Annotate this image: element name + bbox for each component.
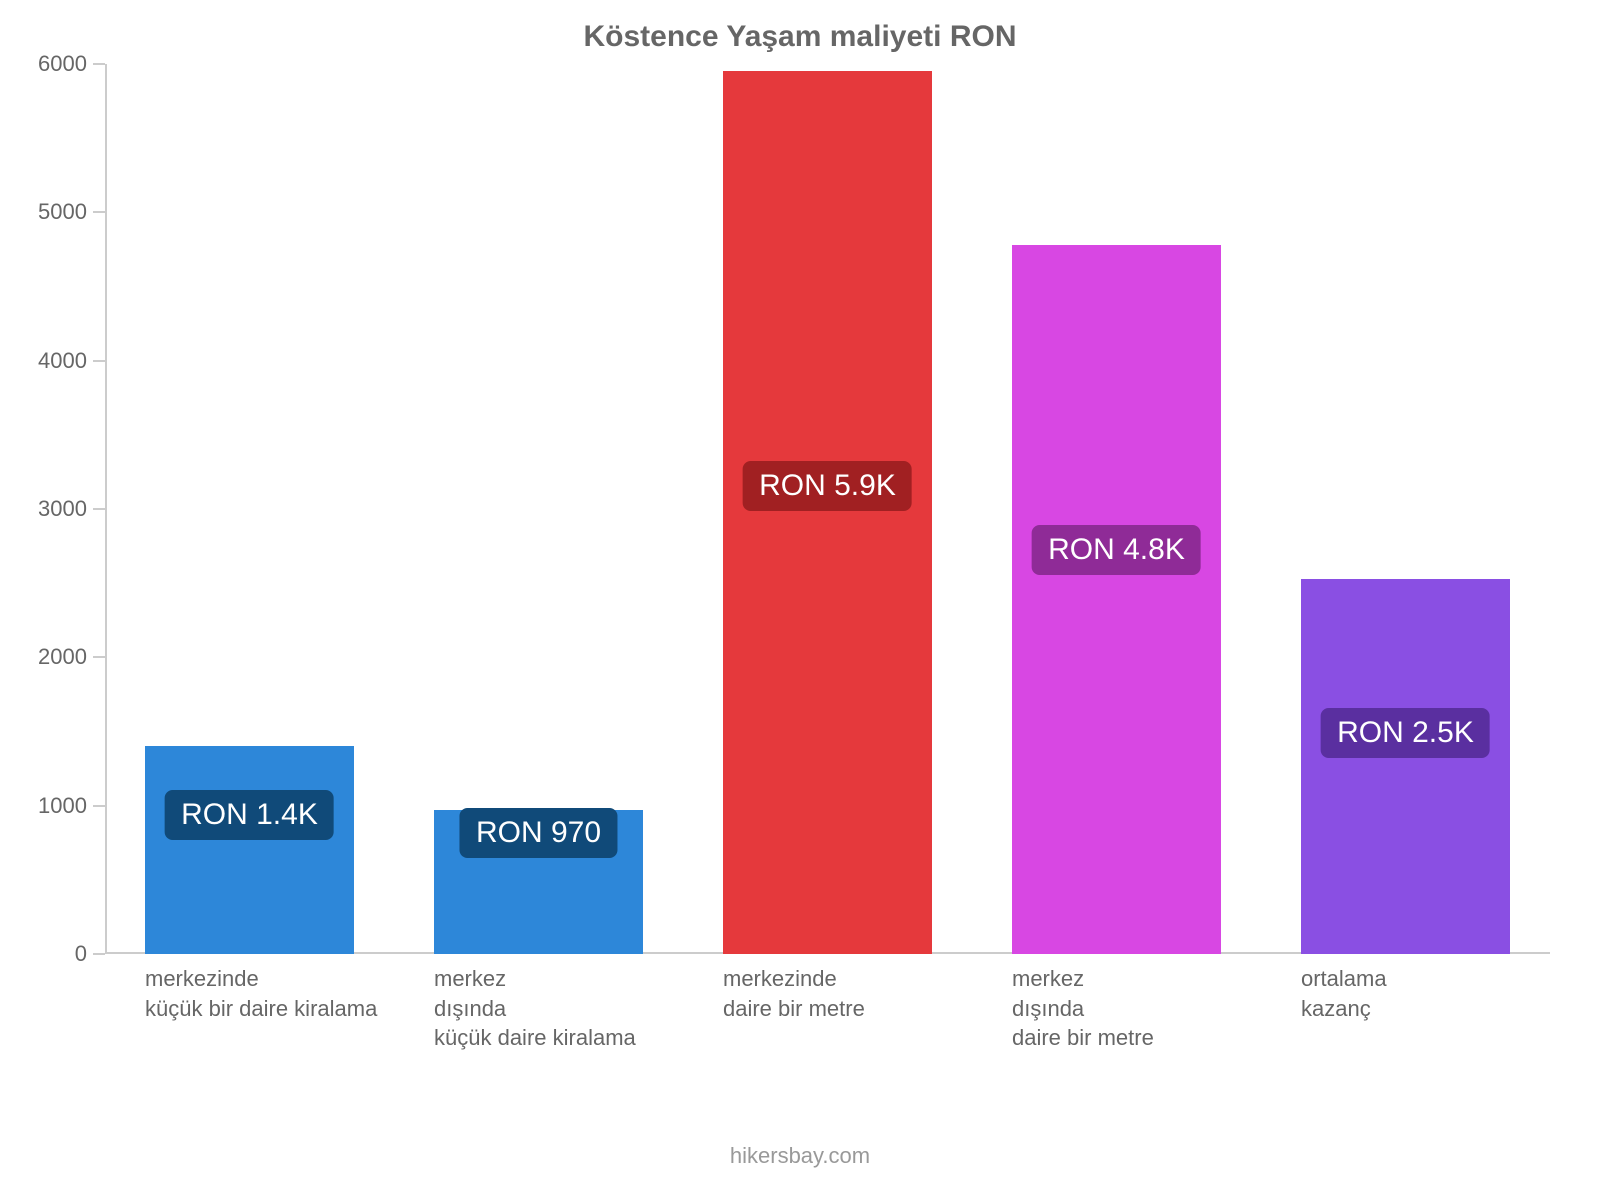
y-tick-label: 6000 [38, 51, 105, 77]
x-label-slot: merkezindedaire bir metre [683, 964, 972, 1053]
x-label-slot: ortalamakazanç [1261, 964, 1550, 1053]
x-label-slot: merkezdışındaküçük daire kiralama [394, 964, 683, 1053]
bar-slot: RON 2.5K [1261, 64, 1550, 954]
bar-price_m2_outside: RON 4.8K [1012, 245, 1220, 954]
x-label-line: küçük bir daire kiralama [145, 994, 388, 1024]
attribution: hikersbay.com [0, 1143, 1600, 1169]
value-badge: RON 5.9K [743, 461, 912, 511]
value-badge: RON 1.4K [165, 790, 334, 840]
bar-slot: RON 970 [394, 64, 683, 954]
y-tick-label: 1000 [38, 793, 105, 819]
y-tick-label: 2000 [38, 644, 105, 670]
bar-rent_outside_small: RON 970 [434, 810, 642, 954]
bar-slot: RON 4.8K [972, 64, 1261, 954]
plot-area: 0100020003000400050006000 RON 1.4KRON 97… [105, 64, 1550, 954]
value-badge: RON 2.5K [1321, 708, 1490, 758]
x-axis-labels: merkezindeküçük bir daire kiralamamerkez… [105, 964, 1550, 1053]
x-label-line: küçük daire kiralama [434, 1023, 677, 1053]
x-label-line: daire bir metre [1012, 1023, 1255, 1053]
y-tick-label: 4000 [38, 348, 105, 374]
y-tick-label: 5000 [38, 199, 105, 225]
cost-of-living-bar-chart: Köstence Yaşam maliyeti RON 010002000300… [0, 0, 1600, 1200]
x-label-line: dışında [1012, 994, 1255, 1024]
value-badge: RON 4.8K [1032, 525, 1201, 575]
x-label-line: kazanç [1301, 994, 1544, 1024]
x-label-line: merkezinde [145, 964, 388, 994]
x-label-line: ortalama [1301, 964, 1544, 994]
bars-container: RON 1.4K RON 970 RON 5.9K RON 4.8K RON 2.5K [105, 64, 1550, 954]
value-badge: RON 970 [460, 808, 617, 858]
y-tick-label: 0 [75, 941, 105, 967]
x-label-line: dışında [434, 994, 677, 1024]
bar-slot: RON 1.4K [105, 64, 394, 954]
x-label-line: daire bir metre [723, 994, 966, 1024]
bar-rent_center_small: RON 1.4K [145, 746, 353, 954]
x-label-slot: merkezindeküçük bir daire kiralama [105, 964, 394, 1053]
bar-slot: RON 5.9K [683, 64, 972, 954]
x-label-slot: merkezdışındadaire bir metre [972, 964, 1261, 1053]
bar-avg_income: RON 2.5K [1301, 579, 1509, 954]
x-label-line: merkezinde [723, 964, 966, 994]
y-tick-label: 3000 [38, 496, 105, 522]
chart-title: Köstence Yaşam maliyeti RON [0, 20, 1600, 54]
x-label-line: merkez [434, 964, 677, 994]
bar-price_m2_center: RON 5.9K [723, 71, 931, 954]
x-label-line: merkez [1012, 964, 1255, 994]
